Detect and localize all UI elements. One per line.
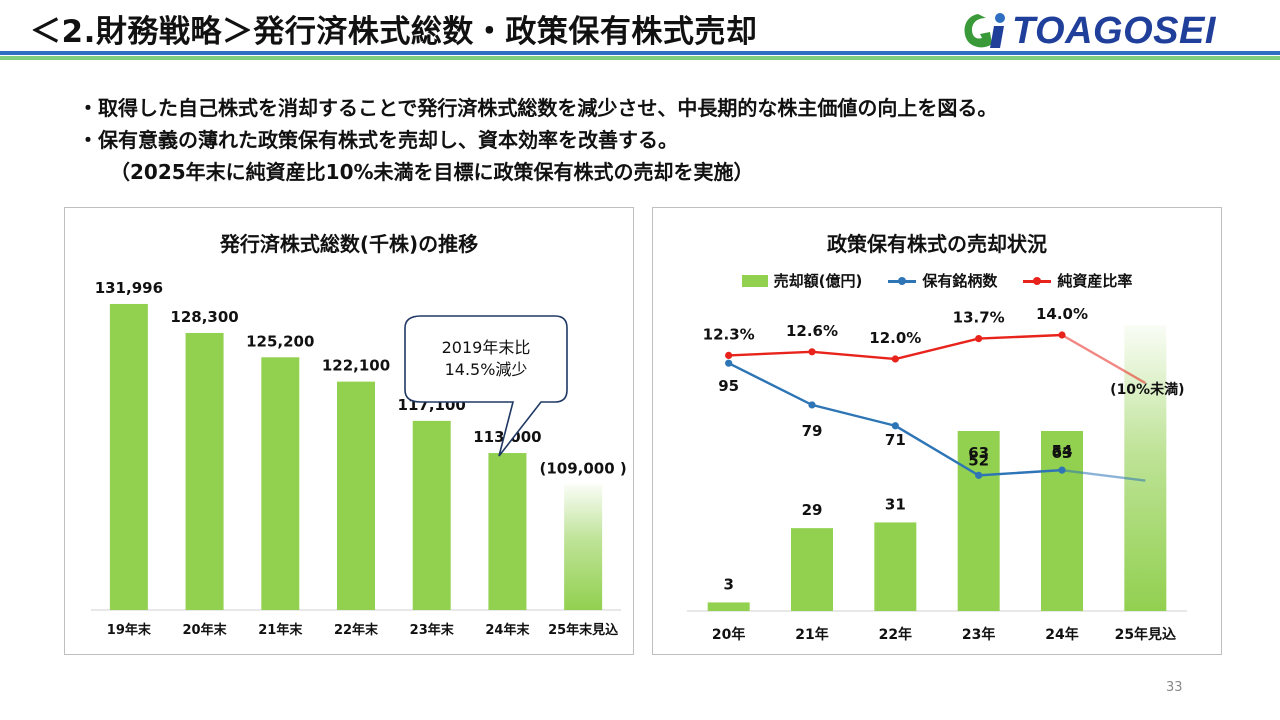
legend-item: 純資産比率 (1023, 270, 1132, 291)
holdings-count-point (808, 401, 816, 409)
callout-text: 14.5%減少 (445, 360, 528, 379)
tick-label: 24年 (1045, 626, 1078, 643)
tick-label: 20年末 (183, 622, 228, 638)
bar (1041, 431, 1083, 611)
bar (707, 602, 750, 611)
chart-legend: 売却額(億円) 保有銘柄数 純資産比率 (653, 270, 1221, 291)
callout-bubble (404, 315, 568, 457)
bar-value-label: 29 (802, 501, 823, 519)
holdings-count-point (975, 471, 983, 479)
bullet-list: ・取得した自己株式を消却することで発行済株式総数を減少させ、中長期的な株主価値の… (78, 92, 997, 188)
net-asset-ratio-label: 12.6% (786, 322, 838, 340)
shares-bar-chart: 131,996 19年末 128,300 20年末 125,200 21年末 122,100… (91, 279, 627, 638)
logo-text: TOAGOSEI (1012, 10, 1216, 52)
tick-label: 22年末 (334, 622, 379, 638)
net-asset-ratio-point (975, 335, 983, 343)
header-rule-blue (0, 51, 1280, 55)
holdings-count-point (1058, 466, 1066, 474)
holdings-count-label: 52 (968, 451, 989, 469)
holdings-count-label: 71 (885, 431, 906, 449)
bar-value-label: 63 (1052, 444, 1073, 462)
tick-label: 21年 (795, 626, 828, 643)
bar-value-label: 3 (723, 575, 733, 593)
holdings-count-point (891, 422, 899, 430)
policy-shares-chart-panel: 政策保有株式の売却状況 売却額(億円) 保有銘柄数 純資産比率 20年 21年 22… (652, 207, 1222, 655)
tick-label: 21年末 (258, 622, 303, 638)
net-asset-ratio-point (891, 355, 899, 363)
holdings-count-forecast-segment (1061, 468, 1146, 482)
legend-swatch-line (1023, 274, 1052, 288)
bar (791, 528, 833, 611)
logo-mark-icon (964, 13, 1005, 48)
tick-label: 25年末見込 (548, 622, 619, 638)
tick-label: 22年 (879, 626, 912, 643)
net-asset-ratio-point (725, 351, 733, 359)
bar (488, 453, 527, 610)
tick-label: 23年 (962, 626, 995, 643)
tick-label: 25年見込 (1115, 626, 1176, 643)
legend-swatch-line (888, 274, 917, 288)
bar (564, 484, 603, 610)
holdings-count-line (728, 362, 1063, 477)
legend-label: 純資産比率 (1057, 272, 1133, 290)
chart-title: 発行済株式総数(千株)の推移 (219, 232, 479, 256)
bar-value-label: 31 (885, 495, 906, 513)
holdings-count-point (725, 359, 733, 367)
data-label: 125,200 (246, 332, 314, 350)
holdings-count-label: 79 (802, 422, 823, 440)
net-asset-ratio-label: (10%未満) (1110, 381, 1184, 398)
data-label: (109,000 ) (540, 459, 627, 477)
holdings-count-label: 95 (718, 377, 739, 395)
callout-text: 2019年末比 (442, 338, 531, 357)
bar (957, 431, 1000, 611)
page-number: 33 (1166, 680, 1183, 695)
chart-title: 政策保有株式の売却状況 (827, 232, 1047, 256)
bar (874, 522, 917, 611)
bar (185, 332, 224, 610)
bullet-item: ・保有意義の薄れた政策保有株式を売却し、資本効率を改善する。 (78, 128, 678, 152)
tick-label: 23年末 (410, 622, 455, 638)
data-label: 131,996 (95, 279, 163, 297)
net-asset-ratio-forecast-segment (1061, 333, 1146, 385)
legend-label: 保有銘柄数 (922, 272, 998, 290)
bullet-item: ・取得した自己株式を消却することで発行済株式総数を減少させ、中長期的な株主価値の… (78, 96, 998, 120)
bar (261, 357, 300, 610)
holdings-count-label: 54 (1052, 442, 1073, 460)
net-asset-ratio-label: 13.7% (953, 309, 1005, 327)
bar (412, 420, 451, 610)
tick-label: 24年末 (485, 622, 530, 638)
net-asset-ratio-label: 14.0% (1036, 305, 1088, 323)
legend-item: 保有銘柄数 (888, 270, 997, 291)
net-asset-ratio-label: 12.3% (703, 325, 755, 343)
company-logo: TOAGOSEI (960, 8, 1270, 52)
tick-label: 19年末 (107, 622, 152, 638)
data-label: 128,300 (170, 308, 238, 326)
header-rule-green (0, 56, 1280, 60)
bar (337, 381, 375, 610)
page-title: ＜2.財務戦略＞発行済株式総数・政策保有株式売却 (30, 14, 758, 50)
net-asset-ratio-label: 12.0% (869, 329, 921, 347)
legend-label: 売却額(億円) (773, 272, 863, 290)
net-asset-ratio-point (808, 348, 816, 356)
policy-shares-combo-chart: 20年 21年 22年 23年 24年 25年見込 3 29 31 63 63 95 79 71 52 54 1… (687, 305, 1187, 643)
bar-forecast (1124, 325, 1167, 611)
tick-label: 20年 (712, 626, 745, 643)
net-asset-ratio-point (1058, 331, 1066, 339)
data-label: 122,100 (322, 357, 390, 375)
shares-chart-panel: 発行済株式総数(千株)の推移 131,996 19年末 128,300 20年末 125… (64, 207, 634, 655)
legend-swatch-bar (741, 274, 768, 287)
legend-item: 売却額(億円) (741, 270, 863, 291)
bar (109, 303, 148, 610)
bar-value-label: 63 (968, 444, 989, 462)
bullet-subnote: （2025年末に純資産比10%未満を目標に政策保有株式の売却を実施） (110, 160, 754, 184)
